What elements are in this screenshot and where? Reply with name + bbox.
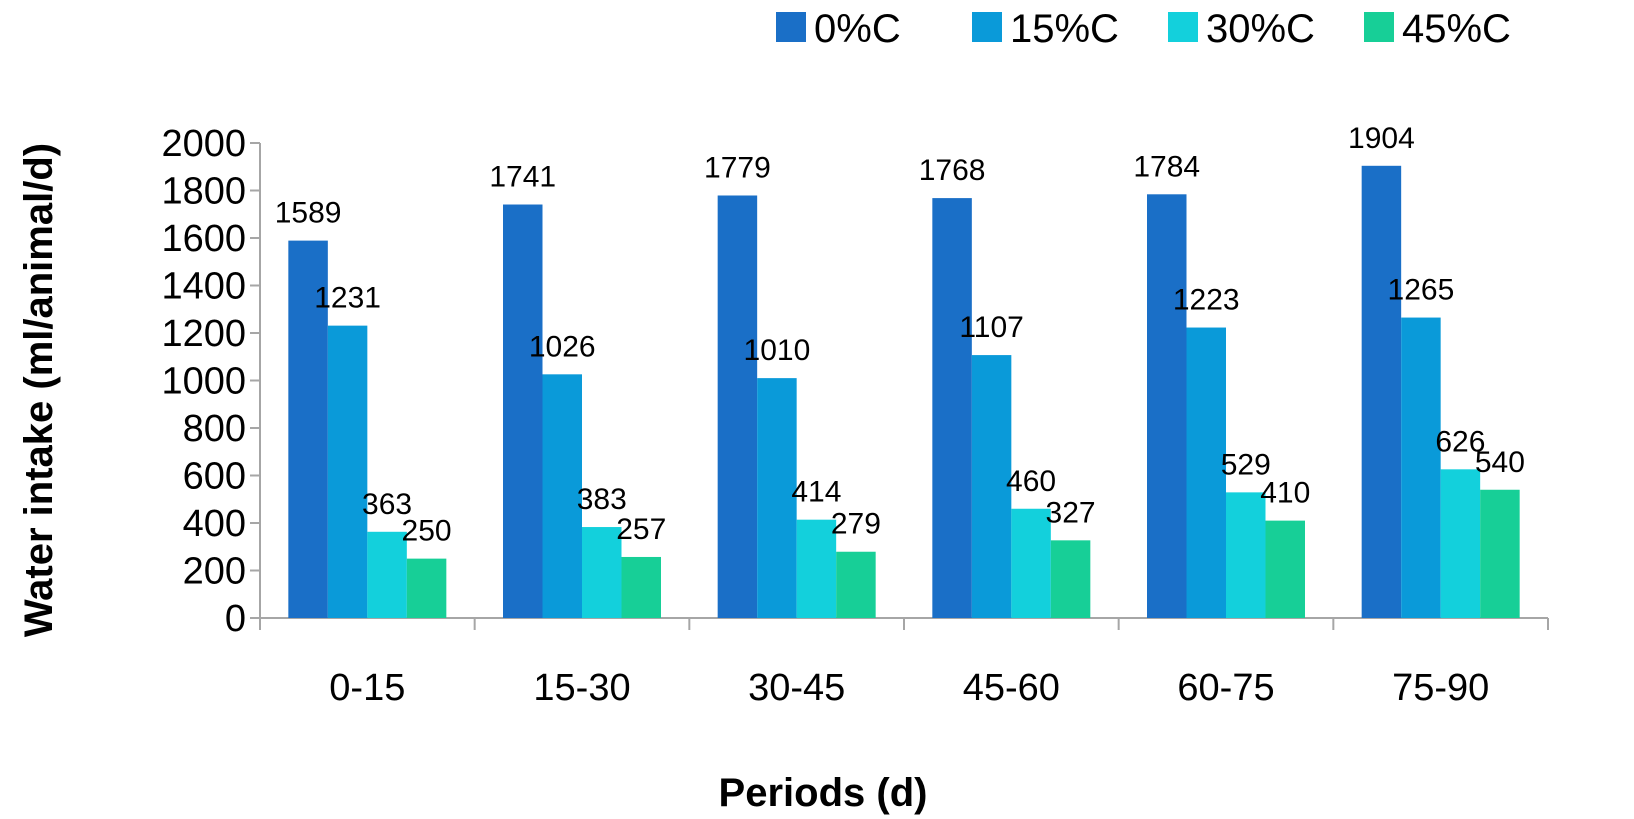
bar <box>1265 520 1305 618</box>
y-tick-label: 1000 <box>161 361 246 403</box>
bar <box>757 378 797 618</box>
bar <box>836 551 876 618</box>
data-label: 363 <box>362 488 412 521</box>
bars <box>288 165 1520 619</box>
data-label: 1904 <box>1348 122 1415 155</box>
legend: 0%C 15%C 30%C 45%C <box>776 7 1511 51</box>
data-label: 1223 <box>1173 284 1240 317</box>
data-label: 257 <box>616 513 666 546</box>
bar <box>971 355 1012 618</box>
y-tick-label: 1200 <box>161 313 246 355</box>
bar <box>503 204 543 618</box>
legend-swatch <box>1168 12 1198 42</box>
y-tick-label: 600 <box>183 456 246 498</box>
bar <box>932 198 972 618</box>
data-label: 529 <box>1221 448 1271 481</box>
data-label: 1784 <box>1133 150 1200 183</box>
y-tick-label: 400 <box>183 503 246 545</box>
data-label: 540 <box>1475 446 1525 479</box>
data-label: 1265 <box>1388 274 1455 307</box>
data-label: 327 <box>1046 496 1096 529</box>
data-label: 1026 <box>529 330 596 363</box>
bar <box>406 558 447 618</box>
data-label: 1779 <box>704 151 771 184</box>
bar <box>582 527 622 618</box>
bar <box>327 325 368 618</box>
data-label: 279 <box>831 508 881 541</box>
legend-swatch <box>1364 12 1394 42</box>
legend-swatch <box>776 12 806 42</box>
x-axis: 0-15 15-30 30-45 45-60 60-75 75-90 <box>259 617 1549 709</box>
y-axis-title: Water intake (ml/animal/d) <box>17 143 61 637</box>
data-label: 1768 <box>919 154 986 187</box>
x-tick-label: 30-45 <box>748 667 845 709</box>
y-tick-label: 800 <box>183 408 246 450</box>
data-label: 1010 <box>744 334 811 367</box>
bar <box>1147 194 1187 619</box>
bar <box>1011 508 1051 618</box>
bar <box>1440 469 1481 618</box>
bar <box>288 240 328 619</box>
data-label: 626 <box>1435 425 1485 458</box>
x-tick-label: 45-60 <box>963 667 1060 709</box>
x-axis-title: Periods (d) <box>719 771 928 815</box>
bar <box>621 556 661 618</box>
bar <box>1226 492 1266 618</box>
legend-label: 0%C <box>814 7 901 51</box>
data-label: 460 <box>1006 465 1056 498</box>
bar <box>367 531 407 618</box>
legend-swatch <box>972 12 1002 42</box>
data-label: 414 <box>791 476 841 509</box>
y-tick-label: 200 <box>183 551 246 593</box>
y-tick-label: 1400 <box>161 266 246 308</box>
bar <box>1401 317 1441 618</box>
data-labels: 1589 1741 1779 1768 1784 1904 1231 1026 1010 1107… <box>275 122 1525 548</box>
y-tick-label: 0 <box>225 598 246 640</box>
x-tick-label: 0-15 <box>329 667 405 709</box>
legend-label: 15%C <box>1010 7 1119 51</box>
legend-label: 45%C <box>1402 7 1511 51</box>
data-label: 250 <box>402 515 452 548</box>
bar <box>1050 540 1091 618</box>
data-label: 1231 <box>314 282 381 315</box>
data-label: 410 <box>1260 477 1310 510</box>
bar <box>1480 489 1520 618</box>
bar <box>717 195 758 619</box>
data-label: 1589 <box>275 197 342 230</box>
x-tick-label: 15-30 <box>533 667 630 709</box>
data-label: 1741 <box>489 161 556 194</box>
legend-label: 30%C <box>1206 7 1315 51</box>
y-tick-label: 1600 <box>161 218 246 260</box>
x-tick-label: 75-90 <box>1392 667 1489 709</box>
x-tick-label: 60-75 <box>1177 667 1274 709</box>
data-label: 383 <box>577 483 627 516</box>
y-axis: 0 200 400 600 800 1000 1200 1400 1600 1800 2000 <box>161 123 261 640</box>
y-tick-label: 1800 <box>161 171 246 213</box>
bar <box>1361 165 1402 619</box>
bar <box>796 519 837 618</box>
data-label: 1107 <box>959 311 1024 344</box>
y-tick-label: 2000 <box>161 123 246 165</box>
bar <box>542 374 582 618</box>
bar <box>1186 327 1226 618</box>
